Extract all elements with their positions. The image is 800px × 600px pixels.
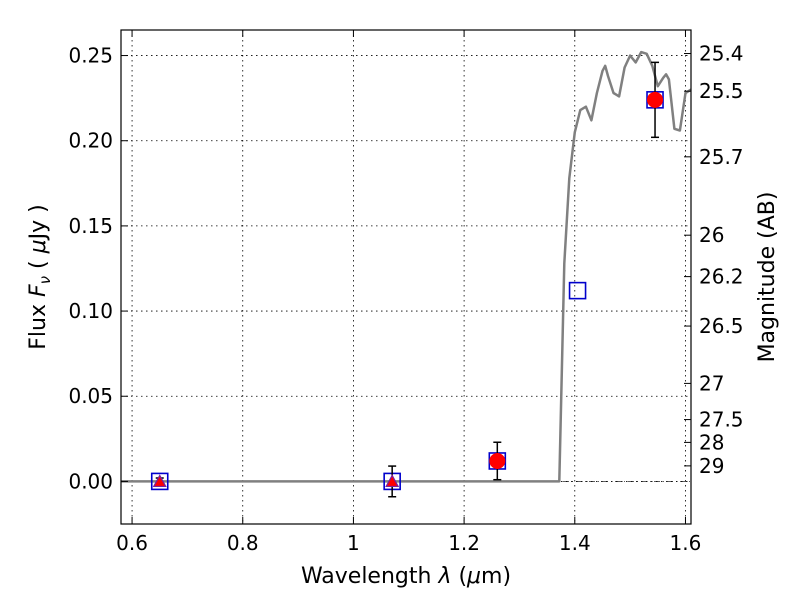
x-tick-label: 0.6 [116, 531, 148, 555]
y-tick-label: 0.15 [68, 214, 113, 238]
y2-tick-label: 25.4 [699, 42, 744, 66]
y2-tick-label: 25.7 [699, 145, 744, 169]
model-box [568, 281, 587, 300]
y2-tick-label: 25.5 [699, 79, 744, 103]
x-tick-label: 0.8 [227, 531, 259, 555]
y2-tick-label: 28 [699, 430, 724, 454]
model-box [150, 472, 169, 491]
upper-limit-point [152, 474, 167, 488]
y2-tick-label: 26 [699, 223, 724, 247]
y2-tick-label: 26.5 [699, 314, 744, 338]
plot-frame [120, 29, 692, 525]
x-tick-label: 1.2 [448, 531, 480, 555]
detection-point [489, 452, 506, 469]
y2-axis-label: Magnitude (AB) [755, 192, 780, 363]
y2-tick-label: 27 [699, 371, 724, 395]
y2-tick-label: 27.5 [699, 408, 744, 432]
axis-ticks: 0.6 0.8 1 1.2 1.4 1.6 0.00 0.05 0.10 0.15 0.20 0.25… [68, 30, 744, 555]
y2-tick-label: 29 [699, 454, 724, 478]
x-tick-label: 1 [347, 531, 360, 555]
upper-limit-point [385, 474, 400, 488]
y-axis-label: Flux Fν ( μJy ) [26, 204, 54, 349]
plot-series [121, 50, 692, 498]
x-tick-label: 1.4 [559, 531, 591, 555]
y-tick-label: 0.00 [68, 469, 113, 493]
detection-point [647, 91, 664, 108]
grid [121, 30, 691, 524]
y-tick-label: 0.25 [68, 44, 113, 68]
y-tick-label: 0.20 [68, 129, 113, 153]
y-tick-label: 0.10 [68, 299, 113, 323]
y2-tick-label: 26.2 [699, 265, 744, 289]
y-tick-label: 0.05 [68, 384, 113, 408]
x-tick-label: 1.6 [670, 531, 702, 555]
x-axis-label: Wavelength λ (μm) [301, 564, 511, 589]
model-curve [121, 50, 692, 483]
